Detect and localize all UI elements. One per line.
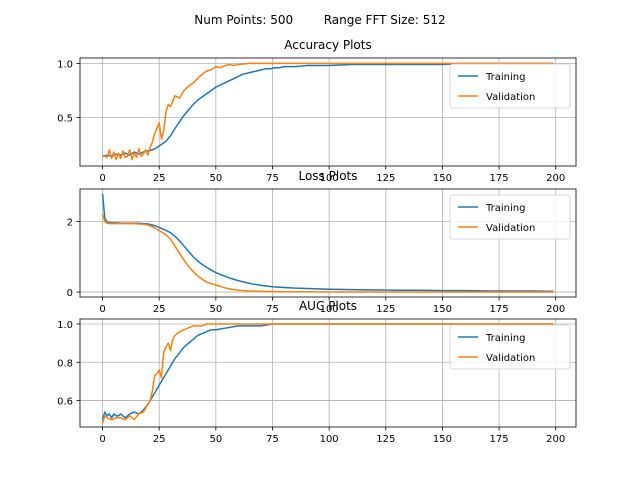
auc-legend-label-validation: Validation: [486, 353, 535, 364]
auc-axes-frame: [79, 318, 577, 428]
auc-xtick-label: 50: [209, 434, 222, 445]
accuracy-series-validation-line: [102, 62, 554, 161]
loss-xtick-label: 25: [153, 304, 166, 315]
loss-subplot: 0 25 50 75 100 125 150 175 200 0 2 Loss Plots Traini…: [67, 169, 577, 315]
accuracy-xtick-label: 175: [490, 173, 509, 184]
accuracy-xtick-label: 150: [433, 173, 452, 184]
auc-xtick-label: 150: [433, 434, 452, 445]
loss-xtick-label: 150: [433, 304, 452, 315]
loss-legend: Training Validation: [449, 194, 571, 240]
auc-title: AUC Plots: [299, 299, 357, 313]
accuracy-xtick-label: 125: [376, 173, 395, 184]
auc-legend-label-training: Training: [485, 333, 525, 344]
accuracy-legend-label-training: Training: [485, 72, 525, 83]
loss-ytick-label: 2: [67, 217, 73, 228]
loss-axes-frame: [79, 188, 577, 298]
accuracy-ytick-label: 1.0: [57, 59, 73, 70]
accuracy-xtick-label: 75: [266, 173, 279, 184]
accuracy-axes-frame: [79, 57, 577, 167]
accuracy-legend-label-validation: Validation: [486, 92, 535, 103]
loss-xtick-label: 175: [490, 304, 509, 315]
accuracy-xtick-label: 100: [320, 173, 339, 184]
auc-xtick-label: 100: [320, 434, 339, 445]
auc-xtick-label: 0: [99, 434, 105, 445]
loss-xtick-label: 50: [209, 304, 222, 315]
loss-xtick-label: 0: [99, 304, 105, 315]
auc-xtick-label: 125: [376, 434, 395, 445]
loss-title: Loss Plots: [298, 169, 357, 183]
auc-subplot: 0 25 50 75 100 125 150 175 200 0.6 0.8 1.0 AUC Plots…: [57, 299, 577, 445]
loss-legend-box: [449, 194, 571, 240]
auc-xtick-label: 75: [266, 434, 279, 445]
loss-ytick-label: 0: [67, 288, 73, 299]
accuracy-xtick-label: 200: [546, 173, 565, 184]
figure-suptitle: Num Points: 500 Range FFT Size: 512: [194, 13, 445, 27]
accuracy-subplot: 0 25 50 75 100 125 150 175 200 0.5 1.0 Accuracy Plo…: [57, 38, 577, 184]
accuracy-xtick-label: 25: [153, 173, 166, 184]
accuracy-legend-box: [449, 63, 571, 109]
auc-xtick-label: 25: [153, 434, 166, 445]
loss-xtick-label: 100: [320, 304, 339, 315]
loss-legend-label-validation: Validation: [486, 223, 535, 234]
auc-xtick-label: 200: [546, 434, 565, 445]
loss-xtick-label: 200: [546, 304, 565, 315]
accuracy-xtick-label: 0: [99, 173, 105, 184]
loss-legend-label-training: Training: [485, 203, 525, 214]
accuracy-ytick-label: 0.5: [57, 113, 73, 124]
auc-xtick-label: 175: [490, 434, 509, 445]
loss-series-validation-line: [101, 214, 554, 293]
accuracy-series-training-line: [102, 62, 554, 158]
auc-legend-box: [449, 324, 571, 370]
accuracy-title: Accuracy Plots: [284, 38, 371, 52]
auc-ytick-label: 0.8: [57, 358, 73, 369]
loss-xtick-label: 75: [266, 304, 279, 315]
accuracy-xtick-label: 50: [209, 173, 222, 184]
auc-ytick-label: 1.0: [57, 320, 73, 331]
auc-legend: Training Validation: [449, 324, 571, 370]
auc-ytick-label: 0.6: [57, 397, 73, 408]
auc-series-validation-line: [101, 323, 554, 424]
loss-xtick-label: 125: [376, 304, 395, 315]
accuracy-legend: Training Validation: [449, 63, 571, 109]
